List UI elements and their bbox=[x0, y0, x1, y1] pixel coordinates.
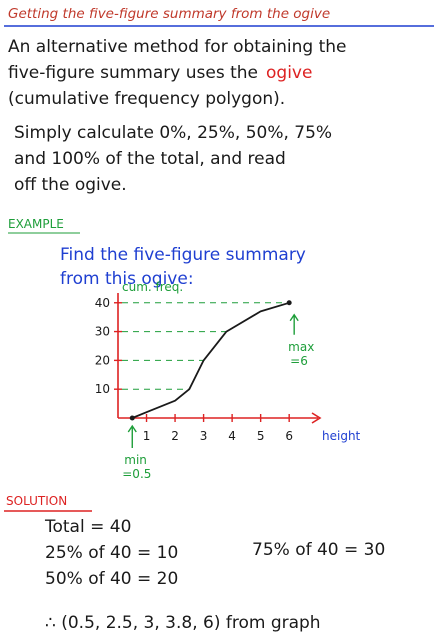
solution-label: SOLUTION bbox=[6, 494, 67, 508]
solution-line: 50% of 40 = 20 bbox=[45, 569, 178, 589]
y-tick-label: 10 bbox=[95, 382, 110, 396]
min-value: =0.5 bbox=[122, 467, 151, 481]
x-tick-label: 1 bbox=[143, 429, 151, 443]
min-label: min bbox=[124, 453, 147, 467]
x-axis-label: height bbox=[322, 429, 361, 443]
intro-line: An alternative method for obtaining the bbox=[8, 37, 346, 57]
y-tick-label: 20 bbox=[95, 353, 110, 367]
x-tick-label: 2 bbox=[171, 429, 179, 443]
end-point bbox=[129, 415, 135, 421]
y-tick-label: 30 bbox=[95, 325, 110, 339]
chart: 10 20 30 40 1 2 3 4 5 6 cum. freq. height min=0.5 max… bbox=[95, 280, 361, 481]
ogive-curve bbox=[131, 301, 290, 419]
method-line: off the ogive. bbox=[14, 175, 127, 195]
solution-line: ∴ (0.5, 2.5, 3, 3.8, 6) from graph bbox=[45, 613, 321, 633]
x-tick-label: 5 bbox=[257, 429, 265, 443]
max-label: max bbox=[288, 340, 314, 354]
intro-line: (cumulative frequency polygon). bbox=[8, 89, 285, 109]
y-tick-label: 40 bbox=[95, 296, 110, 310]
example-line: from this ogive: bbox=[60, 269, 194, 289]
y-axis-label: cum. freq. bbox=[122, 280, 183, 294]
intro-line: five-figure summary uses the ogive bbox=[8, 63, 312, 83]
x-tick-label: 4 bbox=[228, 429, 236, 443]
min-arrow bbox=[127, 424, 137, 448]
solution-line: 75% of 40 = 30 bbox=[252, 540, 385, 560]
example-label: EXAMPLE bbox=[8, 217, 64, 231]
x-axis-arrow bbox=[311, 412, 322, 424]
intro-text: five-figure summary uses the bbox=[8, 63, 258, 83]
x-tick-label: 6 bbox=[285, 429, 293, 443]
x-tick-label: 3 bbox=[200, 429, 208, 443]
max-value: =6 bbox=[290, 354, 308, 368]
max-arrow bbox=[289, 313, 299, 335]
example-line: Find the five-figure summary bbox=[60, 245, 306, 265]
end-point bbox=[286, 300, 292, 306]
method-line: Simply calculate 0%, 25%, 50%, 75% bbox=[14, 123, 332, 143]
title: Getting the five-figure summary from the… bbox=[8, 6, 330, 22]
solution-line: 25% of 40 = 10 bbox=[45, 543, 178, 563]
solution-line: Total = 40 bbox=[44, 517, 131, 537]
method-line: and 100% of the total, and read bbox=[14, 149, 286, 169]
keyword: ogive bbox=[266, 63, 312, 83]
